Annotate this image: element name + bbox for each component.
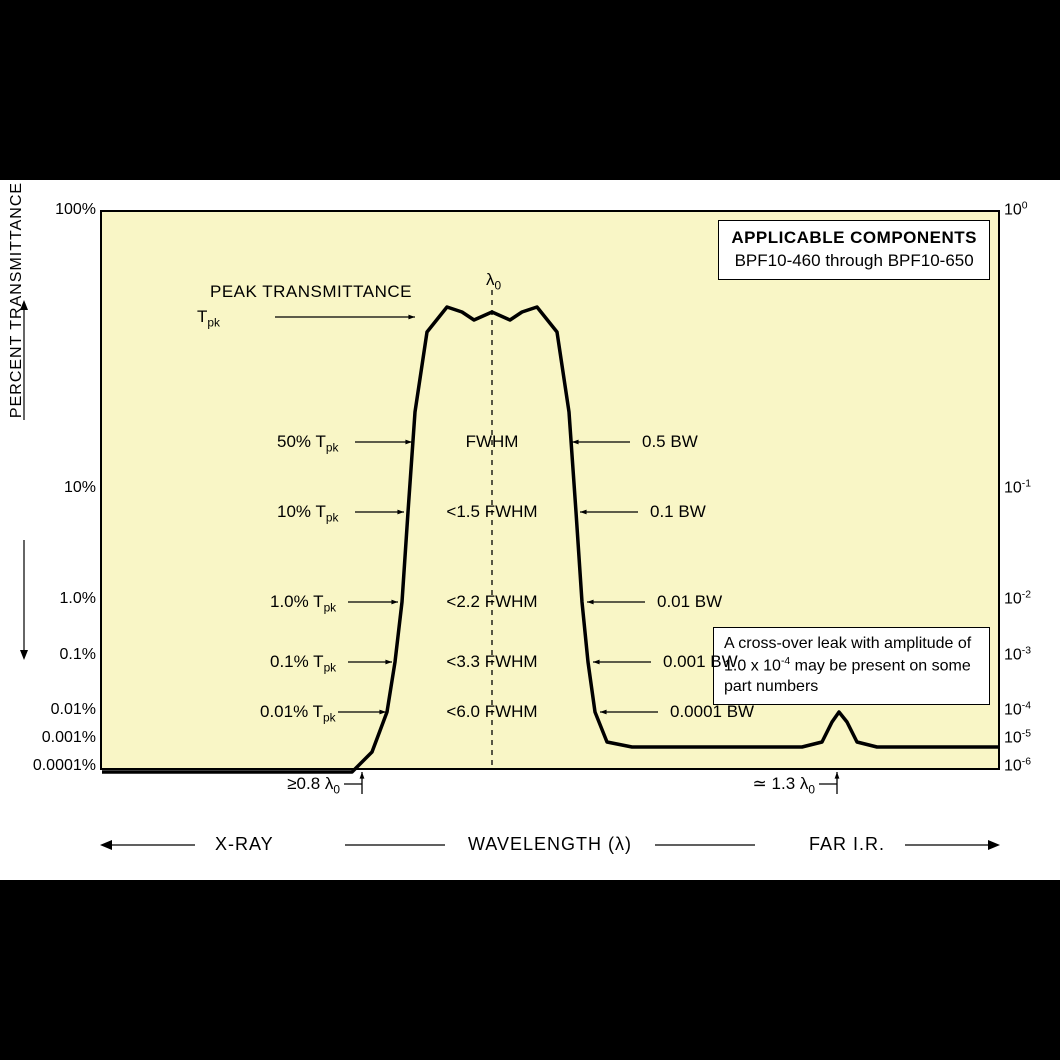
y-tick-right: 10-6 xyxy=(1004,756,1059,775)
tpk-label: Tpk xyxy=(197,307,220,329)
wavelength-marker: ≃ 1.3 λ0 xyxy=(747,768,857,798)
tpk-label: 50% Tpk xyxy=(277,432,338,454)
tpk-label: 0.01% Tpk xyxy=(260,702,336,724)
bw-label: 0.0001 BW xyxy=(670,702,754,722)
fwhm-label: <1.5 FWHM xyxy=(442,502,542,522)
applicable-components-box: APPLICABLE COMPONENTS BPF10-460 through … xyxy=(718,220,990,280)
y-tick-right: 10-4 xyxy=(1004,701,1059,720)
fwhm-label: <2.2 FWHM xyxy=(442,592,542,612)
bw-label: 0.5 BW xyxy=(642,432,698,452)
fwhm-label: <3.3 FWHM xyxy=(442,652,542,672)
y-tick-right: 100 xyxy=(1004,200,1059,219)
y-tick-right: 10-5 xyxy=(1004,729,1059,748)
y-tick-left: 0.001% xyxy=(16,729,96,747)
y-axis-label: PERCENT TRANSMITTANCE xyxy=(14,300,34,660)
fwhm-label: <6.0 FWHM xyxy=(442,702,542,722)
y-tick-left: 0.0001% xyxy=(16,757,96,775)
bw-label: 0.001 BW xyxy=(663,652,738,672)
chart-canvas: 100%10%1.0%0.1%0.01%0.001%0.0001% 10010-… xyxy=(0,180,1060,880)
tpk-label: 10% Tpk xyxy=(277,502,338,524)
y-tick-left: 100% xyxy=(16,201,96,219)
x-axis-row: X-RAY WAVELENGTH (λ) FAR I.R. xyxy=(100,830,1000,860)
crossover-leak-note: A cross-over leak with amplitude of 1.0 … xyxy=(713,627,990,705)
y-tick-right: 10-3 xyxy=(1004,645,1059,664)
tpk-label: 1.0% Tpk xyxy=(270,592,336,614)
y-tick-right: 10-2 xyxy=(1004,590,1059,609)
x-axis-farir: FAR I.R. xyxy=(809,834,885,855)
bw-label: 0.1 BW xyxy=(650,502,706,522)
peak-transmittance-label: PEAK TRANSMITTANCE xyxy=(210,282,412,302)
tpk-label: 0.1% Tpk xyxy=(270,652,336,674)
y-tick-right: 10-1 xyxy=(1004,478,1059,497)
wavelength-marker: ≥0.8 λ0 xyxy=(272,768,382,798)
fwhm-label: FWHM xyxy=(442,432,542,452)
y-tick-left: 0.01% xyxy=(16,701,96,719)
lambda0-label: λ0 xyxy=(486,270,501,292)
plot-area: λ0 PEAK TRANSMITTANCE APPLICABLE COMPONE… xyxy=(100,210,1000,770)
bw-label: 0.01 BW xyxy=(657,592,722,612)
